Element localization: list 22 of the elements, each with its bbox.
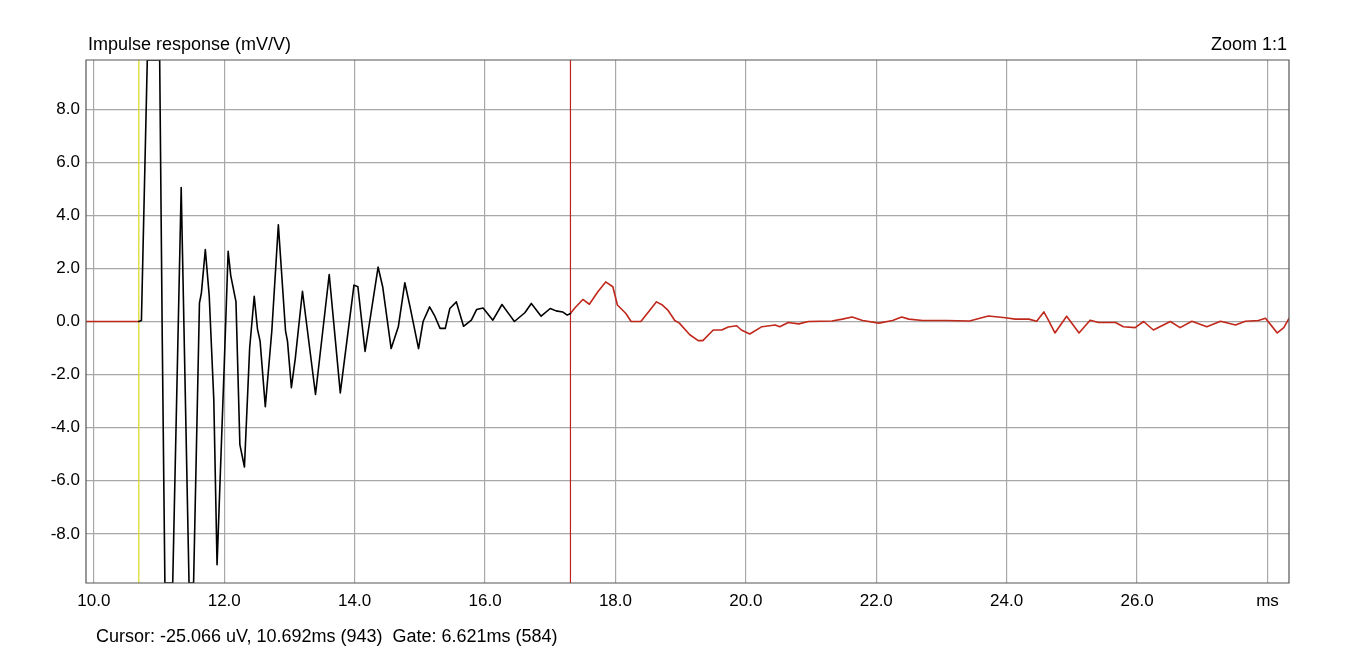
y-tick-label: 0.0	[56, 311, 80, 331]
x-tick-label: 16.0	[468, 590, 502, 610]
text: Zoom 1:1	[1210, 34, 1287, 54]
x-tick-label: 18.0	[598, 590, 632, 610]
chart-title: Impulse response (mV/V)	[88, 34, 292, 54]
x-tick-label: 26.0	[1120, 590, 1154, 610]
x-tick-label: 22.0	[859, 590, 893, 610]
x-tick-label: 14.0	[338, 590, 372, 610]
y-tick-label: 8.0	[56, 98, 80, 118]
y-tick-label: 4.0	[56, 204, 80, 224]
x-tick-label: 20.0	[729, 590, 763, 610]
y-tick-label: -8.0	[50, 523, 80, 543]
text: Cursor: -25.066 uV, 10.692ms (943) Gate: 6.621ms (584)	[96, 626, 558, 646]
y-tick-label: -4.0	[50, 417, 80, 437]
x-tick-label: 24.0	[990, 590, 1024, 610]
x-tick-label: 12.0	[207, 590, 241, 610]
x-tick-label: 10.0	[77, 590, 111, 610]
y-tick-label: 2.0	[56, 258, 80, 278]
y-tick-label: -6.0	[50, 470, 80, 490]
x-tick-label: ms	[1256, 590, 1279, 610]
y-tick-label: -2.0	[50, 364, 80, 384]
y-tick-label: 6.0	[56, 151, 80, 171]
